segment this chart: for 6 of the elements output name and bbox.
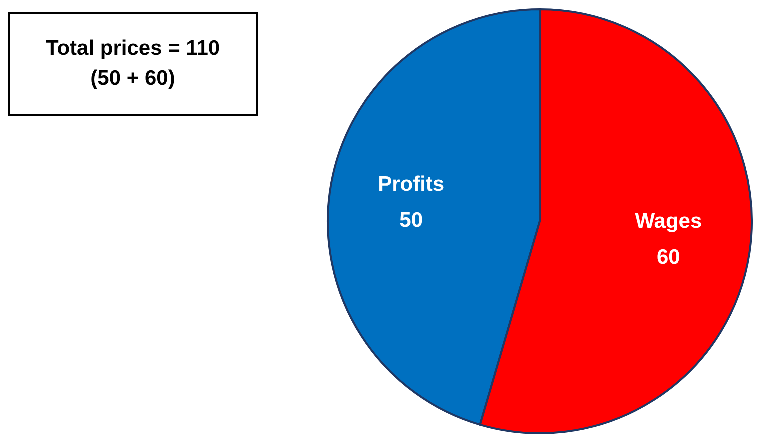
slice-label: Profits bbox=[378, 173, 445, 196]
text: (50 + 60) bbox=[90, 66, 176, 92]
data-label: 50 bbox=[400, 209, 424, 232]
slice-label: Wages bbox=[635, 210, 702, 233]
data-label: 60 bbox=[656, 246, 680, 269]
text: Total prices = 110 bbox=[46, 36, 220, 62]
